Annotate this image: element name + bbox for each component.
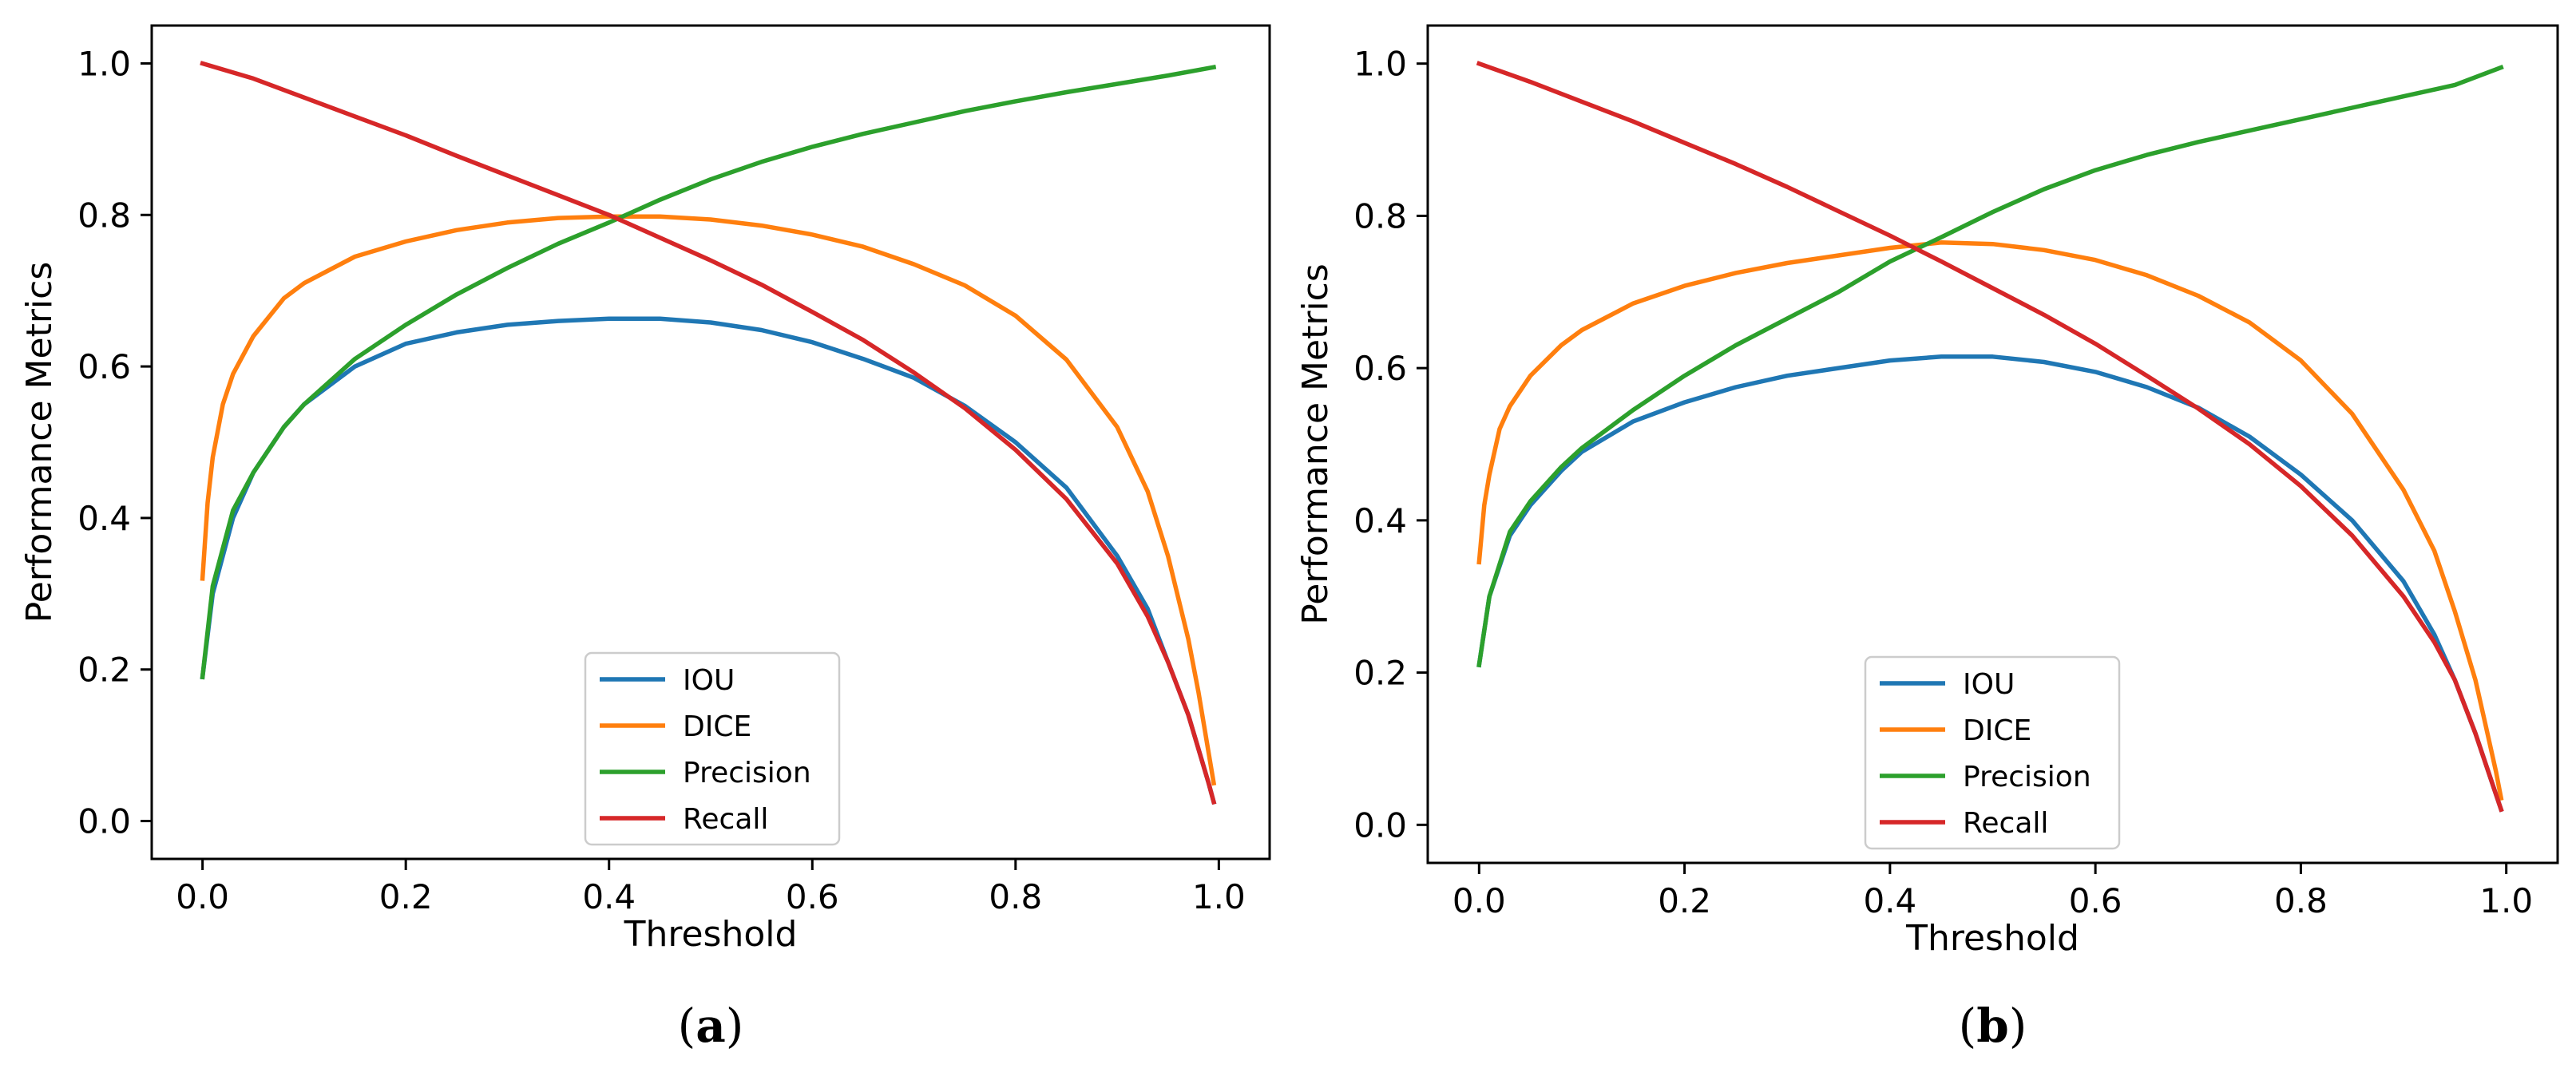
axes-frame	[150, 24, 1271, 861]
panel-label-close: )	[726, 999, 744, 1053]
y-tick-label: 0.0	[1353, 805, 1407, 845]
series-line-recall	[1476, 61, 2504, 813]
panel-label-close: )	[2009, 999, 2027, 1053]
axes-frame	[1426, 24, 2559, 864]
y-tick-label: 0.8	[1353, 196, 1407, 235]
legend-label-recall: Recall	[1963, 807, 2048, 840]
x-tick-label: 0.4	[1863, 881, 1916, 920]
legend: IOU DICE Precision Recall	[584, 651, 841, 846]
series-line-dice	[200, 214, 1217, 786]
legend-label-dice: DICE	[1963, 714, 2031, 747]
series-line-precision	[1476, 64, 2504, 668]
y-tick-label: 0.2	[1353, 654, 1407, 693]
legend-label-iou: IOU	[683, 664, 735, 697]
x-tick-label: 0.6	[2069, 881, 2122, 920]
legend-label-precision: Precision	[1963, 761, 2091, 793]
x-tick-label: 0.6	[786, 877, 839, 916]
y-tick-label: 0.8	[77, 196, 131, 235]
legend-label-dice: DICE	[683, 710, 751, 743]
x-tick-label: 0.2	[379, 877, 433, 916]
chart-svg-1: 0.0 0.2 0.4 0.6 0.8 1.0 0.0 0.2 0.4 0.6 0.8 1.0 Thre…	[1295, 24, 2559, 1053]
x-tick-label: 1.0	[1192, 877, 1246, 916]
x-tick-label: 0.8	[2274, 881, 2328, 920]
y-axis-label: Performance Metrics	[19, 262, 60, 623]
panel-label: (a)	[678, 999, 744, 1053]
x-axis-label: Threshold	[624, 914, 798, 955]
legend-box	[584, 651, 841, 846]
panel-label: (b)	[1959, 999, 2027, 1053]
chart-panel-b: 0.0 0.2 0.4 0.6 0.8 1.0 0.0 0.2 0.4 0.6 0.8 1.0 Thre…	[1288, 0, 2576, 1092]
x-tick-label: 0.2	[1658, 881, 1711, 920]
legend: IOU DICE Precision Recall	[1864, 655, 2121, 850]
y-tick-label: 0.4	[1353, 501, 1407, 540]
x-tick-label: 0.0	[1452, 881, 1506, 920]
series-line-dice	[1476, 240, 2504, 801]
x-axis-label: Threshold	[1905, 918, 2079, 959]
y-tick-label: 1.0	[1353, 45, 1407, 84]
x-tick-label: 0.8	[989, 877, 1042, 916]
series-line-iou	[1476, 354, 2504, 813]
y-axis-label: Performance Metrics	[1295, 263, 1336, 625]
legend-label-recall: Recall	[683, 803, 768, 836]
x-tick-label: 0.0	[176, 877, 229, 916]
legend-label-precision: Precision	[683, 757, 811, 789]
y-tick-label: 0.2	[77, 651, 131, 690]
panel-label-letter: b	[1976, 999, 2009, 1053]
y-tick-label: 0.4	[77, 499, 131, 538]
y-tick-label: 0.6	[1353, 349, 1407, 388]
legend-label-iou: IOU	[1963, 668, 2015, 701]
legend-box	[1864, 655, 2121, 850]
chart-panel-a: 0.0 0.2 0.4 0.6 0.8 1.0 0.0 0.2 0.4 0.6 0.8 1.0 Thre…	[19, 24, 1271, 1053]
x-tick-label: 1.0	[2479, 881, 2533, 920]
y-tick-label: 0.0	[77, 802, 131, 841]
panel-label-letter: a	[696, 999, 726, 1053]
chart-svg-0: 0.0 0.2 0.4 0.6 0.8 1.0 0.0 0.2 0.4 0.6 0.8 1.0 Thre…	[19, 24, 1271, 1053]
panel-label-open: (	[678, 999, 696, 1053]
y-tick-label: 1.0	[77, 44, 131, 83]
y-tick-label: 0.6	[77, 347, 131, 386]
panel-label-open: (	[1959, 999, 1977, 1053]
x-tick-label: 0.4	[582, 877, 636, 916]
series-line-recall	[200, 61, 1217, 805]
series-line-precision	[200, 65, 1217, 680]
